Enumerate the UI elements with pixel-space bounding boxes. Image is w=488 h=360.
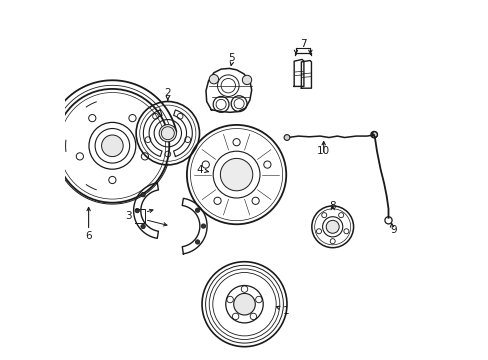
Circle shape xyxy=(102,135,123,157)
Circle shape xyxy=(195,240,199,244)
Text: 4: 4 xyxy=(196,165,203,175)
Circle shape xyxy=(325,220,339,233)
Circle shape xyxy=(284,135,289,140)
Text: 3: 3 xyxy=(124,211,131,221)
Circle shape xyxy=(209,75,218,84)
Circle shape xyxy=(233,293,255,315)
Text: 7: 7 xyxy=(299,39,306,49)
Text: 10: 10 xyxy=(317,146,329,156)
Circle shape xyxy=(242,75,251,85)
Text: 8: 8 xyxy=(329,201,335,211)
Text: 5: 5 xyxy=(228,53,235,63)
Circle shape xyxy=(141,224,145,229)
Circle shape xyxy=(159,125,176,142)
Circle shape xyxy=(201,224,205,228)
Text: 9: 9 xyxy=(390,225,396,235)
Circle shape xyxy=(220,158,252,191)
Circle shape xyxy=(135,208,139,213)
Circle shape xyxy=(195,208,199,212)
Text: 1: 1 xyxy=(283,306,289,316)
Text: 6: 6 xyxy=(85,231,92,241)
Text: 2: 2 xyxy=(164,88,171,98)
Circle shape xyxy=(141,193,145,197)
Circle shape xyxy=(370,131,377,138)
